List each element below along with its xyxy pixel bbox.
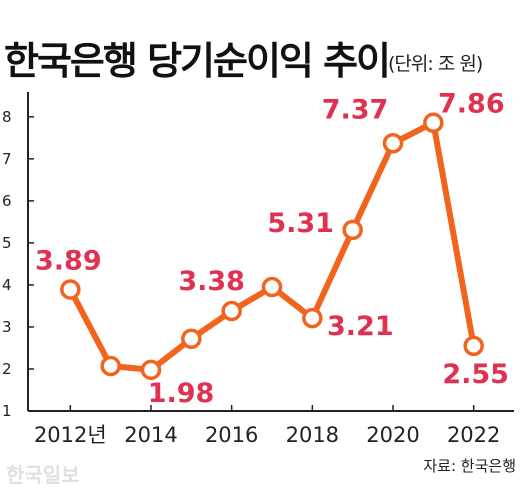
data-label: 1.98 bbox=[148, 378, 215, 409]
data-point bbox=[302, 307, 323, 329]
data-point bbox=[382, 133, 404, 154]
y-tick-label: 4 bbox=[2, 276, 12, 294]
y-tick-label: 2 bbox=[2, 360, 12, 378]
data-point bbox=[221, 300, 242, 322]
data-label: 5.31 bbox=[267, 208, 334, 239]
y-tick-label: 1 bbox=[2, 402, 12, 420]
watermark: 한국일보 bbox=[6, 463, 80, 487]
y-tick-label: 3 bbox=[2, 318, 12, 336]
data-point bbox=[60, 279, 81, 300]
x-tick-label: 2018 bbox=[286, 423, 339, 447]
series-line bbox=[67, 119, 477, 373]
y-tick-label: 5 bbox=[2, 234, 12, 252]
y-tick-label: 8 bbox=[2, 108, 12, 126]
data-point bbox=[140, 359, 162, 381]
data-point bbox=[423, 112, 444, 133]
y-tick-label: 6 bbox=[2, 192, 12, 210]
data-labels: 3.89 1.98 3.38 3.21 5.31 7.37 7.86 2.55 bbox=[35, 89, 509, 409]
chart-title: 한국은행 당기순이익 추이 bbox=[4, 39, 391, 83]
x-tick-labels: 2012년 2014 2016 2018 2020 2022 bbox=[34, 423, 500, 447]
data-point bbox=[463, 335, 484, 357]
data-point bbox=[261, 276, 283, 298]
data-point bbox=[100, 355, 121, 377]
data-label: 7.37 bbox=[322, 94, 389, 125]
data-point bbox=[342, 219, 363, 241]
data-label: 2.55 bbox=[442, 359, 509, 390]
x-tick-label: 2014 bbox=[124, 423, 177, 447]
x-tick-label: 2020 bbox=[366, 423, 419, 447]
unit-label: (단위: 조 원) bbox=[388, 53, 483, 75]
data-label: 3.38 bbox=[178, 266, 245, 297]
data-label: 3.21 bbox=[327, 311, 394, 342]
data-point bbox=[181, 328, 202, 349]
chart-axes bbox=[27, 92, 514, 412]
data-label: 7.86 bbox=[438, 89, 505, 120]
y-tick-labels: 1 2 3 4 5 6 7 8 bbox=[2, 108, 12, 420]
data-label: 3.89 bbox=[35, 246, 102, 277]
y-tick-label: 7 bbox=[2, 150, 12, 168]
source-note: 자료: 한국은행 bbox=[423, 457, 516, 475]
x-tick-label: 2022 bbox=[447, 423, 500, 447]
x-tick-label: 2012년 bbox=[34, 423, 107, 447]
data-points bbox=[60, 112, 484, 381]
x-tick-label: 2016 bbox=[205, 423, 258, 447]
